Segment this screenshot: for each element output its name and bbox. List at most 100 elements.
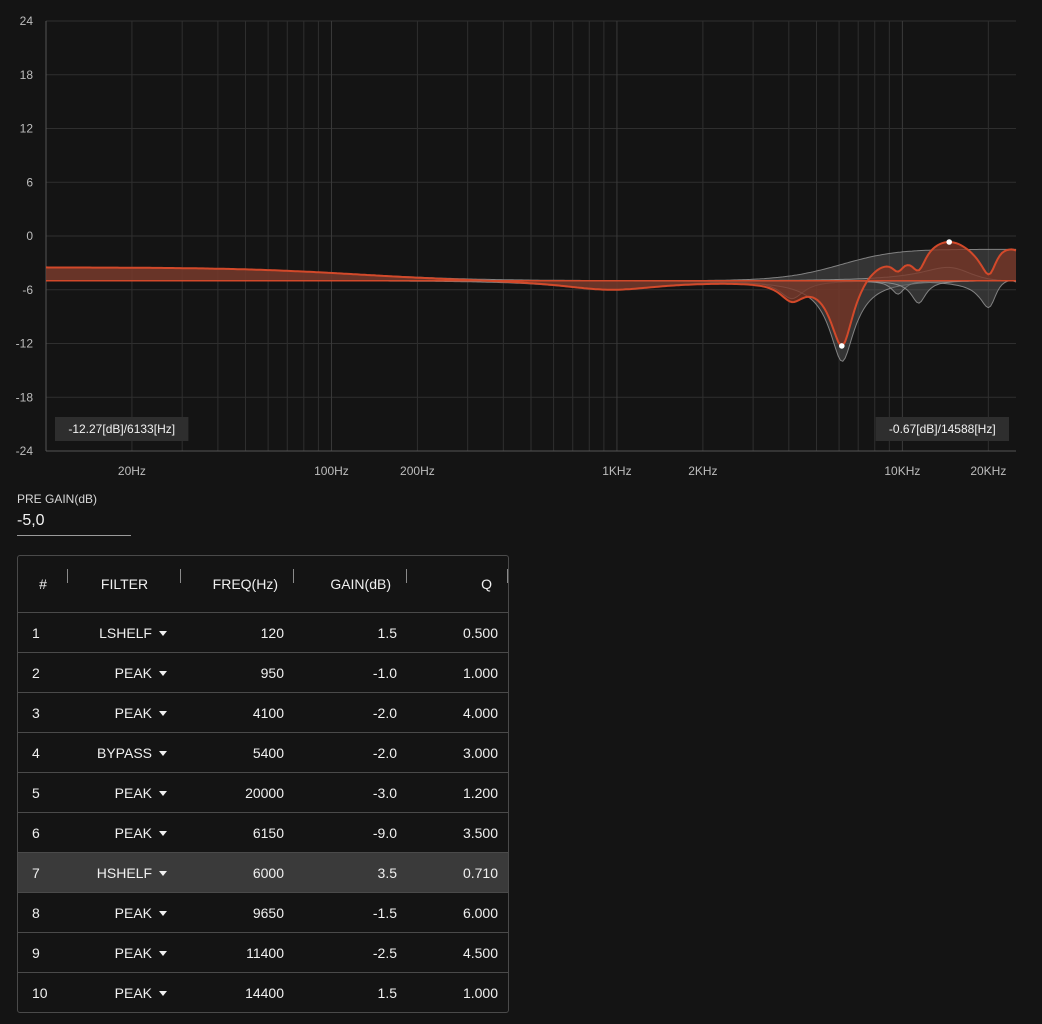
filter-type-select[interactable]: PEAK: [68, 665, 181, 681]
chart-grid: [45, 20, 1016, 452]
q-cell[interactable]: 3.000: [462, 744, 498, 761]
filter-type-select[interactable]: HSHELF: [68, 865, 181, 881]
gain-cell[interactable]: -2.0: [372, 744, 397, 761]
chevron-down-icon[interactable]: [159, 831, 167, 836]
table-row[interactable]: 8 PEAK 9650 -1.5 6.000: [18, 892, 508, 932]
freq-cell[interactable]: 4100: [252, 704, 284, 721]
readout-box: [55, 417, 189, 441]
y-tick-label: 24: [20, 14, 34, 28]
pre-gain-field[interactable]: PRE GAIN(dB) -5,0: [17, 492, 131, 536]
cursor-left-marker[interactable]: [838, 343, 845, 349]
gain-cell[interactable]: -2.5: [372, 944, 397, 961]
freq-cell[interactable]: 9650: [252, 904, 284, 921]
response-curve: [45, 240, 1017, 347]
q-cell[interactable]: 1.000: [462, 664, 498, 681]
header-gain[interactable]: GAIN(dB): [294, 569, 407, 592]
y-tick-label: -18: [16, 390, 34, 404]
cursor-right-marker[interactable]: [946, 239, 953, 245]
table-row[interactable]: 2 PEAK 950 -1.0 1.000: [18, 652, 508, 692]
gain-cell[interactable]: -9.0: [372, 824, 397, 841]
filter-type-select[interactable]: BYPASS: [68, 745, 181, 761]
pre-gain-input[interactable]: -5,0: [17, 512, 131, 536]
gain-cell[interactable]: 1.5: [377, 984, 397, 1001]
x-tick-label: 100Hz: [314, 464, 349, 478]
freq-cell[interactable]: 20000: [245, 784, 284, 801]
filter-type-value: PEAK: [114, 904, 152, 921]
filter-type-select[interactable]: PEAK: [68, 825, 181, 841]
header-filter[interactable]: FILTER: [68, 569, 181, 592]
filter-type-value: PEAK: [114, 824, 152, 841]
x-tick-label: 1KHz: [602, 464, 631, 478]
gain-cell[interactable]: -1.5: [372, 904, 397, 921]
freq-cell[interactable]: 6150: [252, 824, 284, 841]
filter-type-select[interactable]: PEAK: [68, 785, 181, 801]
chevron-down-icon[interactable]: [159, 871, 167, 876]
table-row[interactable]: 4 BYPASS 5400 -2.0 3.000: [18, 732, 508, 772]
gain-cell[interactable]: -1.0: [372, 664, 397, 681]
q-cell[interactable]: 3.500: [462, 824, 498, 841]
row-num: 5: [32, 784, 40, 801]
chevron-down-icon[interactable]: [159, 631, 167, 636]
freq-cell[interactable]: 5400: [252, 744, 284, 761]
row-num: 2: [32, 664, 40, 681]
chevron-down-icon[interactable]: [159, 791, 167, 796]
y-tick-label: -24: [16, 444, 34, 458]
filter-type-value: PEAK: [114, 944, 152, 961]
table-row[interactable]: 1 LSHELF 120 1.5 0.500: [18, 612, 508, 652]
q-cell[interactable]: 1.200: [462, 784, 498, 801]
gain-cell[interactable]: -2.0: [372, 704, 397, 721]
freq-cell[interactable]: 11400: [246, 944, 284, 961]
filter-type-select[interactable]: PEAK: [68, 985, 181, 1001]
readout-text: -0.67[dB]/14588[Hz]: [889, 422, 996, 436]
y-tick-label: 6: [26, 175, 33, 189]
pre-gain-label: PRE GAIN(dB): [17, 492, 98, 506]
chevron-down-icon[interactable]: [159, 991, 167, 996]
y-tick-label: 18: [20, 68, 34, 82]
chevron-down-icon[interactable]: [159, 751, 167, 756]
header-freq[interactable]: FREQ(Hz): [181, 569, 294, 592]
gain-cell[interactable]: 3.5: [377, 864, 397, 881]
eq-frequency-chart[interactable]: 24 18 12 6 0 -6 -12 -18 -24 20Hz 100Hz 200Hz 1KHz 2K…: [0, 0, 1042, 485]
q-cell[interactable]: 6.000: [462, 904, 498, 921]
filter-type-select[interactable]: LSHELF: [68, 625, 181, 641]
q-cell[interactable]: 4.500: [462, 944, 498, 961]
table-row[interactable]: 10 PEAK 14400 1.5 1.000: [18, 972, 508, 1012]
filter-type-value: PEAK: [114, 784, 152, 801]
chevron-down-icon[interactable]: [159, 671, 167, 676]
q-cell[interactable]: 0.710: [462, 864, 498, 881]
table-row[interactable]: 5 PEAK 20000 -3.0 1.200: [18, 772, 508, 812]
filter-type-select[interactable]: PEAK: [68, 905, 181, 921]
gain-cell[interactable]: -3.0: [372, 784, 397, 801]
cursor-markers[interactable]: [838, 239, 953, 349]
x-axis-labels: 20Hz 100Hz 200Hz 1KHz 2KHz 10KHz 20KHz: [118, 464, 1006, 478]
freq-cell[interactable]: 6000: [252, 864, 284, 881]
cursor-readouts: -12.27[dB]/6133[Hz] -0.67[dB]/14588[Hz]: [55, 417, 1009, 441]
filter-type-select[interactable]: PEAK: [68, 945, 181, 961]
table-header: # FILTER FREQ(Hz) GAIN(dB) Q: [18, 556, 508, 612]
chevron-down-icon[interactable]: [159, 911, 167, 916]
filter-type-value: PEAK: [114, 664, 152, 681]
header-num[interactable]: #: [18, 569, 68, 592]
table-row[interactable]: 9 PEAK 11400 -2.5 4.500: [18, 932, 508, 972]
q-cell[interactable]: 4.000: [462, 704, 498, 721]
table-row[interactable]: 6 PEAK 6150 -9.0 3.500: [18, 812, 508, 852]
header-q[interactable]: Q: [407, 569, 508, 592]
freq-cell[interactable]: 14400: [245, 984, 284, 1001]
table-row[interactable]: 7 HSHELF 6000 3.5 0.710: [18, 852, 508, 892]
filter-type-select[interactable]: PEAK: [68, 705, 181, 721]
gain-cell[interactable]: 1.5: [377, 624, 397, 641]
x-tick-label: 200Hz: [400, 464, 435, 478]
table-row[interactable]: 3 PEAK 4100 -2.0 4.000: [18, 692, 508, 732]
chevron-down-icon[interactable]: [159, 951, 167, 956]
response-curves: [45, 240, 1017, 347]
row-num: 4: [32, 744, 40, 761]
y-tick-label: 0: [26, 229, 33, 243]
freq-cell[interactable]: 120: [260, 624, 284, 641]
freq-cell[interactable]: 950: [260, 664, 284, 681]
q-cell[interactable]: 1.000: [462, 984, 498, 1001]
chevron-down-icon[interactable]: [159, 711, 167, 716]
y-axis-labels: 24 18 12 6 0 -6 -12 -18 -24: [16, 14, 34, 458]
q-cell[interactable]: 0.500: [462, 624, 498, 641]
cursor-right-readout: -0.67[dB]/14588[Hz]: [875, 417, 1009, 441]
y-tick-label: 12: [20, 122, 34, 136]
